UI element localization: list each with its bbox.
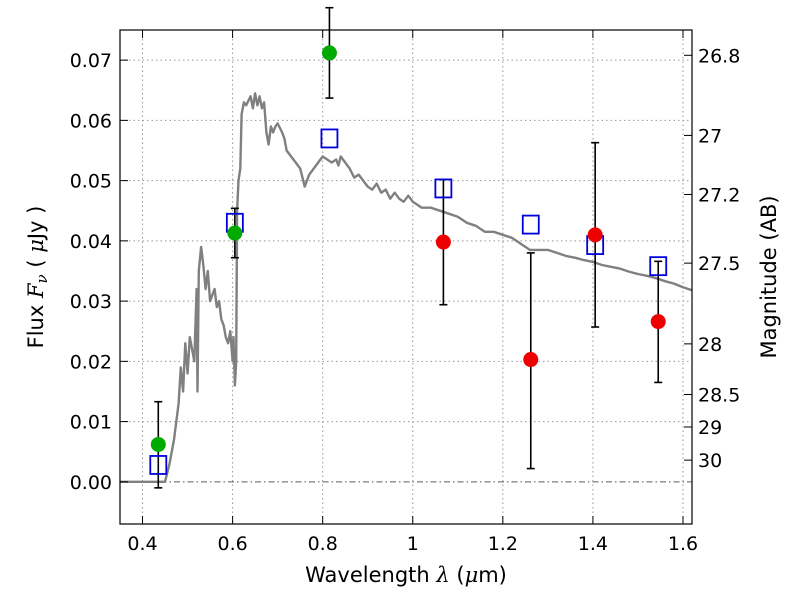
plot-area — [119, 6, 693, 525]
data-point-green — [150, 436, 166, 452]
data-point-green — [227, 225, 243, 241]
photometry-points — [150, 45, 666, 452]
plot-border — [119, 29, 693, 525]
x-axis: 0.4 0.6 0.8 1 1.2 1.4 1.6 — [127, 30, 698, 555]
model-square — [434, 178, 453, 199]
model-square — [649, 256, 668, 277]
plot-frame — [120, 30, 692, 524]
x-tick-label: 1.6 — [668, 533, 698, 555]
y-axis: 0.00 0.01 0.02 0.03 0.04 0.05 0.06 0.07 — [70, 50, 128, 494]
magnitude-tick-label: 30 — [698, 450, 722, 472]
x-tick-label: 0.6 — [217, 533, 247, 555]
magnitude-tick-label: 29 — [698, 417, 722, 439]
template-spectrum — [120, 92, 693, 483]
x-axis-label: Wavelength λ (μm) — [305, 563, 507, 587]
model-square — [521, 214, 540, 235]
magnitude-tick-label: 27.5 — [698, 253, 740, 275]
x-tick-label: 0.8 — [308, 533, 338, 555]
y-tick-label: 0.02 — [70, 351, 112, 373]
y-axis-label: Flux Fν ( μJy ) — [24, 206, 51, 349]
x-tick-label: 1.2 — [488, 533, 518, 555]
y-tick-label: 0.06 — [70, 110, 112, 132]
x-tick-label: 1.4 — [578, 533, 608, 555]
magnitude-tick-label: 27 — [698, 125, 722, 147]
data-point-red — [523, 352, 539, 368]
y-tick-label: 0.07 — [70, 50, 112, 72]
y-tick-label: 0.01 — [70, 412, 112, 434]
y-tick-label: 0.00 — [70, 472, 112, 494]
data-point-red — [587, 227, 603, 243]
magnitude-tick-label: 26.8 — [698, 45, 740, 67]
magnitude-tick-label: 28.5 — [698, 384, 740, 406]
y-tick-label: 0.03 — [70, 291, 112, 313]
x-tick-label: 0.4 — [127, 533, 157, 555]
template-spectrum-line — [120, 92, 693, 483]
data-point-red — [435, 234, 451, 250]
y-tick-label: 0.05 — [70, 171, 112, 193]
magnitude-tick-label: 28 — [698, 334, 722, 356]
magnitude-axis: 26.8 27 27.2 27.5 28 28.5 29 30 — [684, 45, 740, 472]
magnitude-axis-label: Magnitude (AB) — [757, 195, 781, 358]
data-point-green — [321, 45, 337, 61]
model-square — [149, 455, 168, 475]
model-square — [320, 128, 339, 149]
x-tick-label: 1 — [407, 533, 419, 555]
y-tick-label: 0.04 — [70, 231, 112, 253]
data-point-red — [650, 314, 666, 330]
magnitude-tick-label: 27.2 — [698, 184, 740, 206]
